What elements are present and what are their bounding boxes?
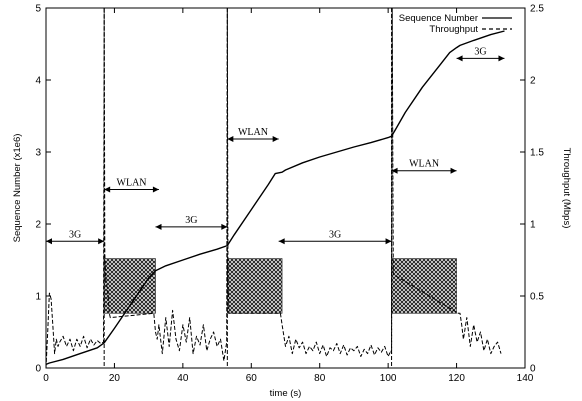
annotation-label: WLAN (117, 177, 147, 188)
y-right-tick-label: 0.5 (530, 292, 544, 303)
annotation-label: 3G (474, 46, 486, 57)
plot-frame (45, 7, 526, 369)
annotation-7: 3G (456, 46, 505, 62)
annotation-3: 3G (155, 215, 228, 230)
annotation-6: WLAN (391, 159, 457, 174)
annotation-1: 3G (46, 229, 105, 245)
y-axis-left-title: Sequence Number (x1e6) (12, 134, 23, 243)
x-tick-label: 140 (517, 373, 534, 384)
legend: Sequence Number Throughput (399, 13, 512, 35)
y-left-tick-label: 5 (35, 4, 41, 15)
hatched-region-2 (227, 258, 283, 314)
annotation-label: 3G (185, 215, 197, 226)
hatched-region-1 (103, 258, 156, 314)
arrow-left-icon (391, 167, 398, 174)
x-tick-label: 100 (380, 373, 397, 384)
x-tick-label: 40 (177, 373, 189, 384)
x-tick-label: 60 (246, 373, 258, 384)
annotation-label: 3G (69, 229, 81, 240)
arrow-right-icon (385, 238, 392, 245)
plot-area: 3G WLAN 3G WLAN 3G WLAN 3G (45, 7, 505, 369)
y-right-tick-label: 2.5 (530, 4, 544, 15)
y-right-tick-label: 1 (530, 220, 536, 231)
annotation-label: WLAN (238, 127, 268, 138)
arrow-left-icon (104, 186, 111, 193)
series-line-throughput (45, 7, 502, 369)
annotation-2: WLAN (104, 177, 159, 193)
arrow-left-icon (227, 136, 234, 143)
arrow-right-icon (272, 136, 279, 143)
legend-label-throughput: Throughput (429, 24, 478, 35)
arrow-right-icon (450, 167, 457, 174)
annotation-label: WLAN (409, 159, 439, 170)
y-right-tick-label: 2 (530, 76, 536, 87)
hatched-region-3 (391, 258, 457, 314)
x-tick-label: 80 (314, 373, 326, 384)
x-tick-label: 0 (43, 373, 49, 384)
y-left-tick-label: 2 (35, 220, 41, 231)
y-left-tick-label: 0 (35, 364, 41, 375)
y-axis-right-title: Throughput (Mbps) (561, 148, 572, 229)
arrow-left-icon (278, 238, 285, 245)
legend-label-sequence-number: Sequence Number (399, 13, 478, 24)
y-right-tick-label: 1.5 (530, 148, 544, 159)
x-tick-label: 20 (109, 373, 121, 384)
annotation-5: 3G (278, 229, 392, 245)
arrow-right-icon (152, 186, 159, 193)
annotation-4: WLAN (227, 127, 279, 143)
arrow-left-icon (456, 55, 463, 62)
x-axis-title: time (s) (270, 388, 302, 399)
y-left-tick-label: 1 (35, 292, 41, 303)
arrow-right-icon (498, 55, 505, 62)
arrow-left-icon (46, 238, 52, 245)
y-left-tick-label: 4 (35, 76, 41, 87)
annotation-label: 3G (329, 229, 341, 240)
series-line-sequence-number (45, 30, 505, 366)
y-right-tick-label: 0 (530, 364, 536, 375)
y-left-tick-label: 3 (35, 148, 41, 159)
x-tick-label: 120 (448, 373, 465, 384)
arrow-left-icon (155, 223, 162, 230)
arrow-right-icon (221, 223, 228, 230)
arrow-right-icon (98, 238, 105, 245)
